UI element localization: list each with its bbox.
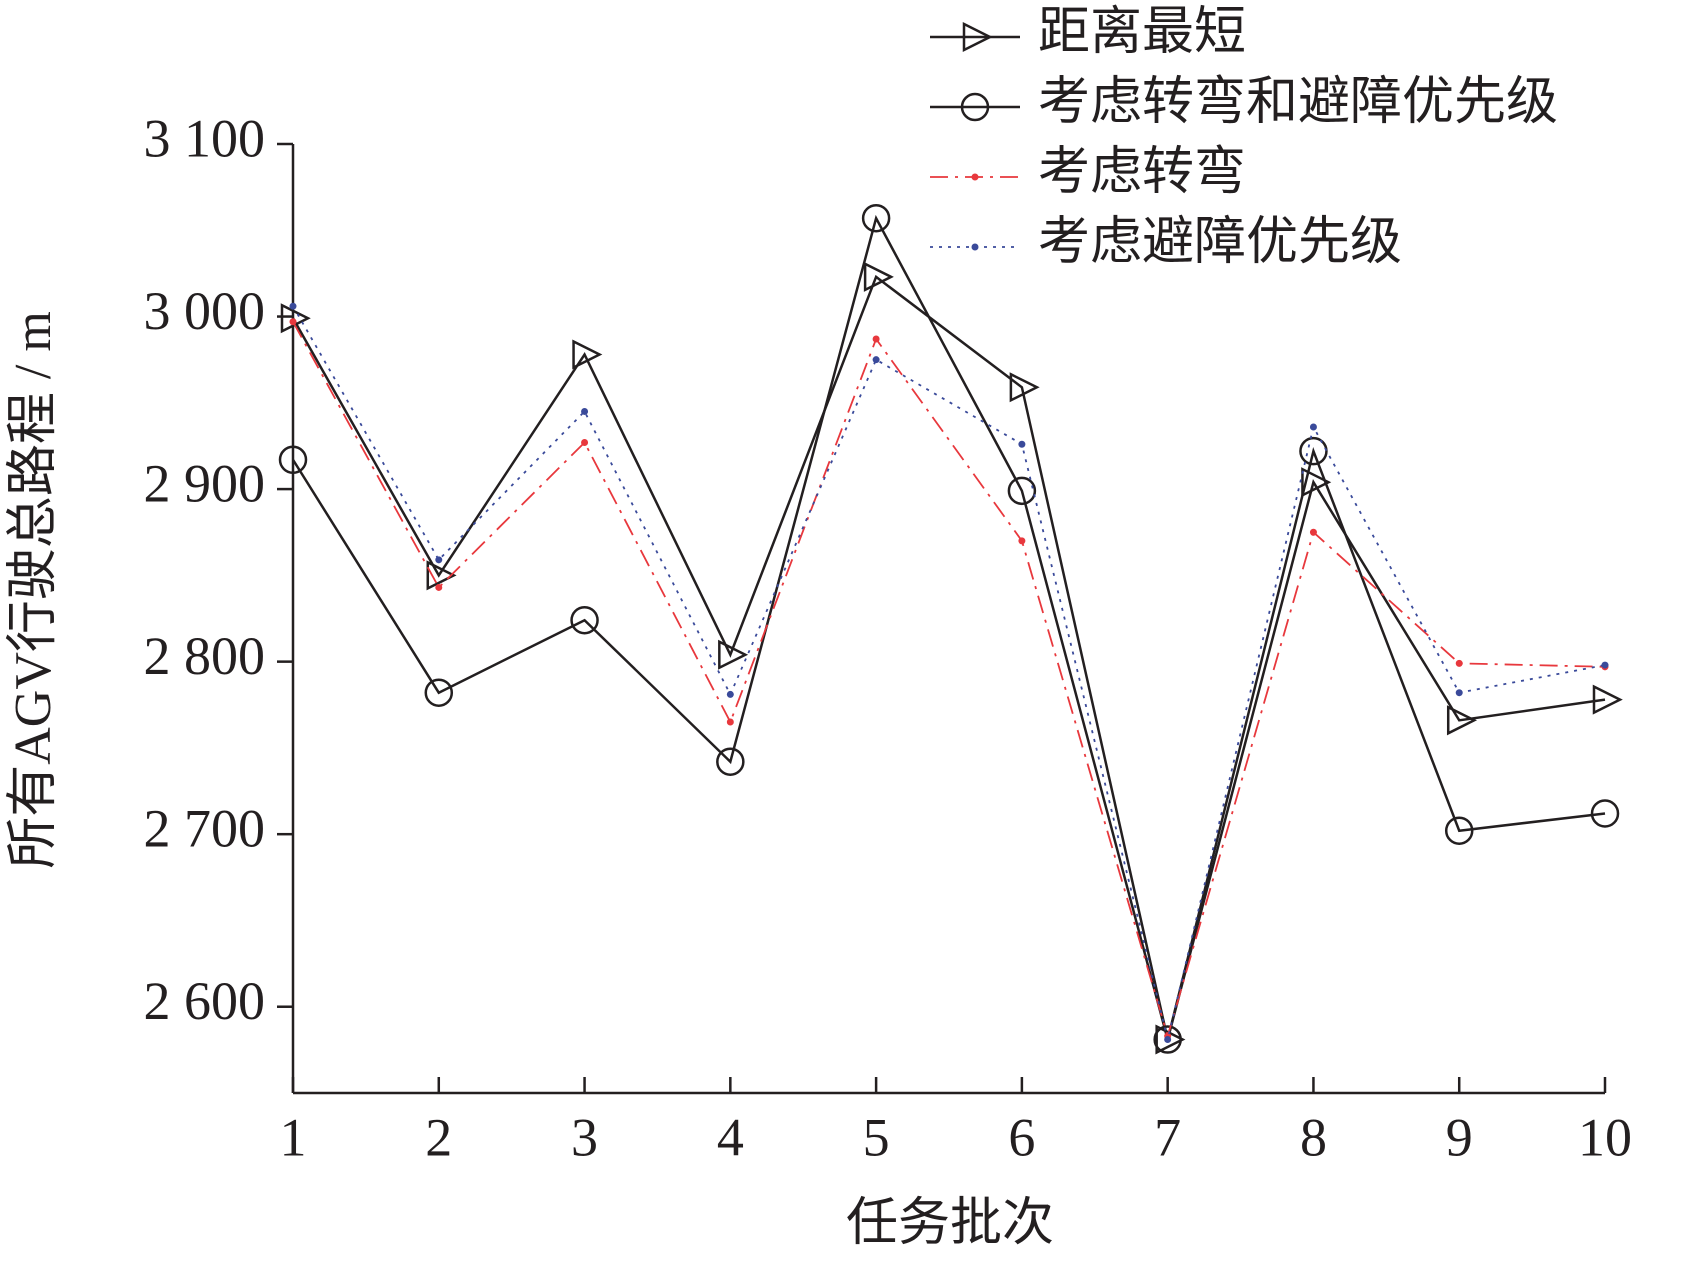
marker [1590, 799, 1620, 828]
legend-label: 考虑转弯和避障优先级 [1038, 73, 1558, 131]
series-line [292, 321, 1606, 1040]
marker [1444, 816, 1474, 845]
marker [726, 718, 734, 726]
marker [581, 439, 589, 447]
marker [1301, 467, 1332, 498]
series-line [291, 214, 1606, 1040]
legend-label: 距离最短 [1038, 4, 1246, 61]
marker [1153, 1025, 1182, 1054]
marker [1164, 1036, 1172, 1044]
marker [570, 605, 599, 635]
legend-label: 考虑转弯 [1038, 143, 1246, 201]
x-tick-label: 8 [1300, 1107, 1327, 1167]
marker [726, 690, 734, 698]
marker [1455, 689, 1463, 697]
y-tick-label: 3 100 [144, 108, 266, 168]
legend-label: 考虑避障优先级 [1038, 214, 1402, 271]
y-tick-label: 3 000 [144, 281, 266, 341]
marker [426, 560, 457, 591]
marker [1299, 436, 1328, 466]
legend-marker [962, 21, 993, 53]
marker [581, 407, 589, 415]
y-tick-label: 2 900 [144, 453, 266, 513]
marker [1309, 423, 1317, 431]
marker [1592, 684, 1623, 715]
series-line [292, 305, 1606, 1040]
marker [435, 556, 443, 564]
y-tick-label: 2 600 [144, 971, 266, 1031]
marker [1018, 440, 1026, 448]
x-tick-label: 10 [1578, 1107, 1632, 1167]
x-tick-label: 9 [1446, 1107, 1473, 1167]
marker [863, 261, 894, 292]
series-line [291, 274, 1606, 1040]
legend-marker [971, 243, 979, 251]
x-tick-label: 3 [571, 1107, 598, 1167]
marker [1009, 372, 1040, 403]
marker [435, 583, 443, 591]
marker [1601, 661, 1609, 669]
marker [861, 203, 891, 233]
x-tick-label: 2 [425, 1107, 452, 1167]
marker [718, 639, 749, 670]
marker [1018, 537, 1026, 545]
marker [716, 747, 745, 776]
marker [424, 678, 454, 707]
marker [872, 335, 880, 343]
marker [1007, 476, 1037, 506]
marker [280, 303, 311, 334]
y-tick-label: 2 700 [144, 799, 266, 859]
y-tick-label: 2 800 [144, 626, 266, 686]
legend-marker [971, 173, 979, 181]
marker [1309, 528, 1317, 536]
marker [278, 445, 308, 475]
marker [289, 318, 297, 326]
x-tick-label: 6 [1008, 1107, 1035, 1167]
x-tick-label: 7 [1154, 1107, 1181, 1167]
y-axis-label: 所有AGV行驶总路程 / m [5, 311, 62, 869]
marker [1455, 659, 1463, 667]
x-axis-label: 任务批次 [846, 1195, 1054, 1252]
x-tick-label: 1 [280, 1107, 307, 1167]
x-tick-label: 5 [863, 1107, 890, 1167]
marker [289, 302, 297, 310]
marker [872, 356, 880, 364]
legend-marker [960, 92, 990, 122]
marker [1446, 705, 1478, 736]
x-tick-label: 4 [717, 1107, 744, 1167]
marker [572, 339, 603, 370]
